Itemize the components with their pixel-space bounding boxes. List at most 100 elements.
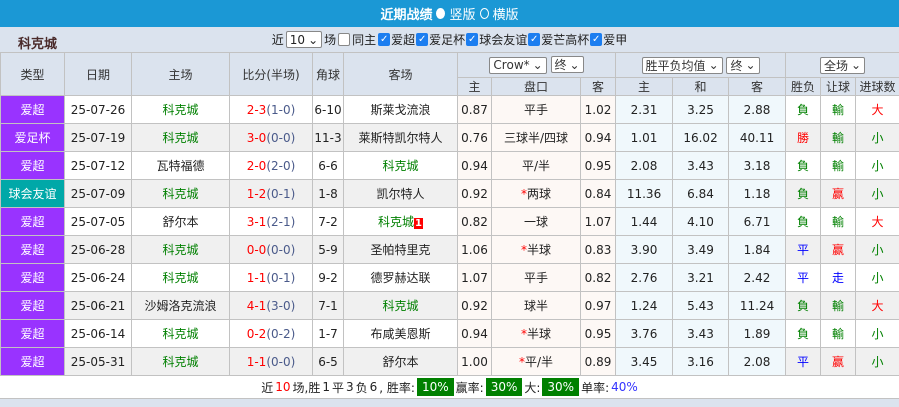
- summary-footer: 近 10 场,胜 1 平 3 负 6 , 胜率: 10% 赢率: 30% 大: …: [0, 376, 899, 399]
- chevron-down-icon: ⌄: [569, 57, 580, 72]
- ah-home-odds: 0.94: [457, 319, 492, 348]
- league-checkbox[interactable]: ✓: [378, 33, 391, 46]
- score[interactable]: 0-2(0-2): [229, 319, 313, 348]
- home-team[interactable]: 科克城: [131, 347, 230, 376]
- away-team-cell[interactable]: 德罗赫达联: [343, 263, 458, 292]
- away-team-cell[interactable]: 科克城: [343, 291, 458, 320]
- full-time-score: 3-0: [246, 130, 267, 145]
- ah-home-odds: 0.82: [457, 207, 492, 236]
- match-date: 25-07-05: [64, 207, 132, 236]
- subheader-cell: 让球: [820, 77, 857, 96]
- home-team[interactable]: 瓦特福德: [131, 151, 230, 180]
- away-team-cell[interactable]: 布咸美恩斯: [343, 319, 458, 348]
- full-time-score: 1-2: [246, 186, 267, 201]
- ou-result: 大: [855, 95, 899, 124]
- league-tag[interactable]: 爱超: [0, 291, 65, 320]
- ah-away-odds: 1.07: [579, 207, 617, 236]
- away-team-cell[interactable]: 斯莱戈流浪: [343, 95, 458, 124]
- home-team[interactable]: 沙姆洛克流浪: [131, 291, 230, 320]
- league-tag[interactable]: 球会友谊: [0, 179, 65, 208]
- home-team[interactable]: 科克城: [131, 179, 230, 208]
- corners: 6-10: [312, 95, 344, 124]
- vertical-radio[interactable]: [436, 8, 446, 19]
- count-select[interactable]: 10 ⌄: [285, 31, 323, 48]
- eu-away-odds: 3.18: [728, 151, 787, 180]
- league-checkbox[interactable]: ✓: [528, 33, 541, 46]
- eu-draw-odds: 4.10: [672, 207, 730, 236]
- table-row: 爱超 25-07-26 科克城 2-3(1-0) 6-10 斯莱戈流浪 0.87…: [0, 95, 899, 124]
- league-tag[interactable]: 爱超: [0, 207, 65, 236]
- home-team[interactable]: 科克城: [131, 123, 230, 152]
- home-team[interactable]: 科克城: [131, 235, 230, 264]
- ah-result: 輸: [820, 207, 857, 236]
- company-value: Crow*: [493, 58, 530, 73]
- eu-away-odds: 11.24: [728, 291, 787, 320]
- league-tag[interactable]: 爱超: [0, 235, 65, 264]
- score[interactable]: 3-0(0-0): [229, 123, 313, 152]
- league-tag[interactable]: 爱超: [0, 319, 65, 348]
- league-tag[interactable]: 爱超: [0, 347, 65, 376]
- company-select[interactable]: Crow* ⌄: [489, 56, 547, 74]
- ah-stage-select[interactable]: 终 ⌄: [550, 56, 584, 74]
- league-checkbox[interactable]: ✓: [590, 33, 603, 46]
- ah-line-cell: 平手: [491, 263, 581, 292]
- home-team[interactable]: 科克城: [131, 95, 230, 124]
- ah-line: 两球: [526, 187, 551, 201]
- same-home-checkbox[interactable]: [338, 33, 351, 46]
- away-team-cell[interactable]: 舒尔本: [343, 347, 458, 376]
- home-team[interactable]: 舒尔本: [131, 207, 230, 236]
- score[interactable]: 2-0(2-0): [229, 151, 313, 180]
- away-team-cell[interactable]: 科克城1: [343, 207, 458, 236]
- ah-line: 一球: [523, 215, 548, 229]
- vertical-label[interactable]: 竖版: [449, 8, 476, 23]
- league-checkbox[interactable]: ✓: [466, 33, 479, 46]
- away-team-cell[interactable]: 科克城: [343, 151, 458, 180]
- horizontal-label[interactable]: 横版: [492, 8, 519, 23]
- match-date: 25-06-14: [64, 319, 132, 348]
- eu-stage-select[interactable]: 终 ⌄: [726, 56, 760, 74]
- away-team-cell[interactable]: 凯尔特人: [343, 179, 458, 208]
- league-label: 爱甲: [603, 33, 628, 47]
- score[interactable]: 3-1(2-1): [229, 207, 313, 236]
- horizontal-radio[interactable]: [479, 8, 489, 19]
- full-time-score: 4-1: [246, 298, 267, 313]
- score[interactable]: 2-3(1-0): [229, 95, 313, 124]
- subheader-cell: 和: [672, 77, 730, 96]
- away-team-cell[interactable]: 莱斯特凯尔特人: [343, 123, 458, 152]
- score[interactable]: 1-2(0-1): [229, 179, 313, 208]
- eu-draw-odds: 3.49: [672, 235, 730, 264]
- ah-header: Crow* ⌄ 终 ⌄: [456, 52, 617, 78]
- full-time-score: 2-3: [246, 102, 267, 117]
- ah-line: 半球: [526, 327, 551, 341]
- score[interactable]: 1-1(0-0): [229, 347, 313, 376]
- odd-rate-label: 单率:: [581, 380, 610, 395]
- score[interactable]: 4-1(3-0): [229, 291, 313, 320]
- avg-select[interactable]: 胜平负均值 ⌄: [641, 56, 723, 74]
- league-tag[interactable]: 爱足杯: [0, 123, 65, 152]
- score[interactable]: 1-1(0-1): [229, 263, 313, 292]
- home-team[interactable]: 科克城: [131, 263, 230, 292]
- scope-select[interactable]: 全场 ⌄: [820, 56, 866, 74]
- star-marker: *: [520, 243, 527, 257]
- ah-line: 平手: [523, 103, 548, 117]
- full-time-score: 1-1: [246, 354, 267, 369]
- away-team: 斯莱戈流浪: [370, 103, 431, 117]
- league-tag[interactable]: 爱超: [0, 151, 65, 180]
- away-team-cell[interactable]: 圣帕特里克: [343, 235, 458, 264]
- away-team: 科克城: [382, 159, 419, 173]
- chevron-down-icon: ⌄: [308, 32, 319, 47]
- score[interactable]: 0-0(0-0): [229, 235, 313, 264]
- corners: 1-8: [312, 179, 344, 208]
- ah-result: 輸: [820, 95, 857, 124]
- half-time-score: (0-0): [266, 130, 296, 145]
- league-checkbox[interactable]: ✓: [416, 33, 429, 46]
- title-bar: 近期战绩 竖版 横版: [0, 0, 899, 27]
- ah-home-odds: 0.94: [457, 151, 492, 180]
- half-time-score: (0-0): [266, 242, 296, 257]
- ah-away-odds: 0.95: [579, 319, 617, 348]
- away-team: 布咸美恩斯: [370, 327, 431, 341]
- home-team[interactable]: 科克城: [131, 319, 230, 348]
- league-tag[interactable]: 爱超: [0, 263, 65, 292]
- league-tag[interactable]: 爱超: [0, 95, 65, 124]
- eu-away-odds: 1.89: [728, 319, 787, 348]
